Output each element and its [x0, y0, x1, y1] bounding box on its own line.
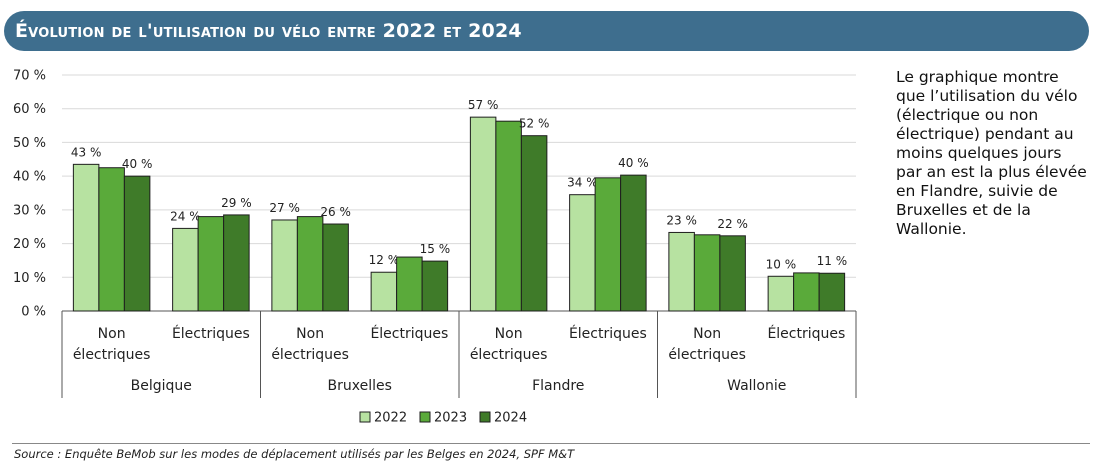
data-label: 22 % — [717, 217, 748, 231]
bar-2024 — [322, 223, 349, 312]
category-label: Non — [98, 326, 126, 342]
region-label: Bruxelles — [328, 378, 392, 394]
category-label: Non — [495, 326, 523, 342]
data-label: 11 % — [817, 254, 848, 268]
bar-2022 — [569, 194, 596, 312]
data-label: 40 % — [122, 157, 153, 171]
region-label: Belgique — [131, 378, 192, 394]
source-divider — [12, 443, 1090, 444]
data-label: 12 % — [369, 253, 400, 267]
data-label: 24 % — [170, 209, 201, 223]
bar-2024 — [818, 272, 846, 312]
y-tick-label: 10 % — [13, 271, 46, 286]
category-label: Non — [693, 326, 721, 342]
bar-2022 — [767, 275, 795, 312]
bar-2024 — [620, 174, 647, 312]
bar-2023 — [197, 216, 225, 312]
legend-label: 2024 — [494, 411, 527, 426]
bar-2023 — [594, 177, 622, 312]
category-label: Non — [296, 326, 324, 342]
category-label: électriques — [470, 347, 548, 363]
category-label: électriques — [73, 347, 151, 363]
y-tick-label: 0 % — [21, 305, 46, 320]
y-tick-label: 60 % — [13, 102, 46, 117]
category-label: Électriques — [172, 325, 250, 342]
y-tick-label: 20 % — [13, 237, 46, 252]
bar-2024 — [223, 214, 250, 312]
bar-2022 — [370, 271, 398, 312]
legend-swatch-2024 — [479, 411, 491, 423]
bar-2023 — [793, 272, 820, 312]
source-note: Source : Enquête BeMob sur les modes de … — [14, 447, 575, 461]
data-label: 27 % — [269, 201, 300, 215]
data-label: 57 % — [468, 98, 499, 112]
data-label: 40 % — [618, 156, 649, 170]
page-title: Évolution de l'utilisation du vélo entre… — [15, 20, 522, 42]
data-label: 15 % — [420, 242, 451, 256]
data-label: 10 % — [766, 257, 797, 271]
legend-swatch-2023 — [419, 411, 431, 423]
legend-label: 2022 — [374, 411, 407, 426]
bar-2024 — [719, 235, 746, 312]
chart-description: Le graphique montre que l’utilisation du… — [896, 68, 1087, 238]
category-label: Électriques — [767, 325, 845, 342]
region-label: Flandre — [532, 378, 584, 394]
category-label: Électriques — [370, 325, 448, 342]
legend-swatch-2022 — [359, 411, 371, 423]
data-label: 52 % — [519, 117, 550, 131]
bar-2022 — [72, 163, 100, 312]
category-label: électriques — [668, 347, 746, 363]
bar-2023 — [495, 120, 522, 312]
data-label: 26 % — [320, 205, 351, 219]
bar-2022 — [172, 227, 199, 312]
data-label: 29 % — [221, 196, 252, 210]
bar-2023 — [396, 256, 423, 312]
bar-2023 — [98, 167, 125, 312]
category-label: électriques — [271, 347, 349, 363]
y-tick-label: 50 % — [13, 136, 46, 151]
bar-2022 — [469, 116, 497, 312]
bar-2022 — [271, 219, 298, 312]
data-label: 43 % — [71, 145, 102, 159]
bar-2023 — [296, 216, 324, 312]
category-label: Électriques — [569, 325, 647, 342]
data-label: 34 % — [567, 176, 598, 190]
bar-2024 — [520, 135, 548, 312]
region-label: Wallonie — [727, 378, 786, 394]
y-tick-label: 40 % — [13, 170, 46, 185]
y-tick-label: 70 % — [13, 69, 46, 84]
bar-2023 — [693, 234, 721, 312]
bar-2024 — [123, 175, 151, 312]
title-banner: Évolution de l'utilisation du vélo entre… — [4, 11, 1089, 51]
bar-2024 — [421, 260, 449, 312]
legend-label: 2023 — [434, 411, 467, 426]
bar-chart: 0 % 10 % 20 % 30 % 40 % 50 % 60 % 70 % Belgique 4… — [13, 69, 857, 426]
data-label: 23 % — [666, 213, 697, 227]
y-tick-label: 30 % — [13, 203, 46, 218]
bar-2022 — [668, 231, 695, 312]
